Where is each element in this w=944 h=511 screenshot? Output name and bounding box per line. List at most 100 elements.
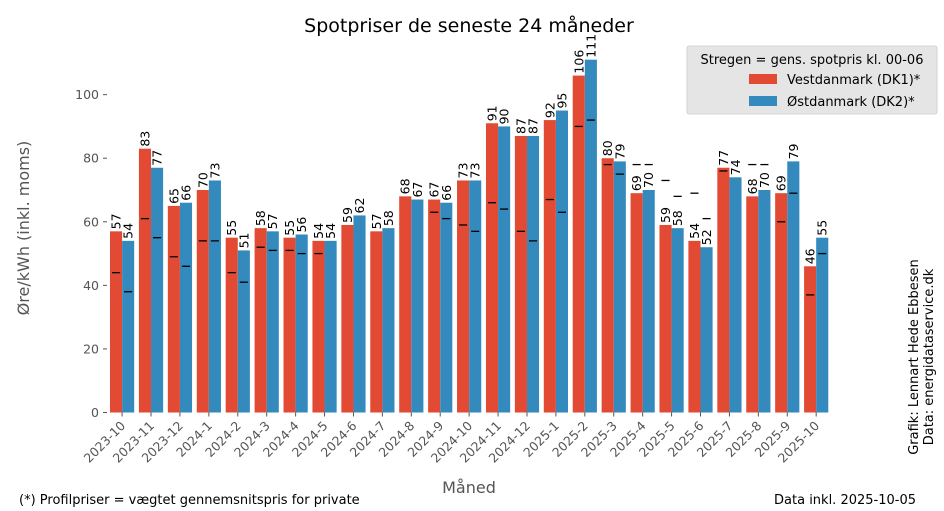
bar-dk2 [526,135,540,413]
bar-value-label: 66 [439,185,454,201]
y-tick-label: 60 [83,214,99,229]
bar-value-label: 65 [166,188,181,204]
bar-value-label: 51 [236,232,251,248]
bar-value-label: 79 [786,143,801,159]
bar-value-label: 67 [410,182,425,198]
bar-value-label: 67 [427,182,442,198]
bar-dk2 [237,250,250,413]
bar-value-label: 57 [369,213,384,229]
bar-dk2 [555,110,568,413]
bar-dk1 [457,180,470,413]
bar-dk1 [196,190,209,413]
bar-value-label: 52 [699,229,714,245]
bar-value-label: 83 [137,131,152,147]
bar-dk1 [746,196,759,413]
bar-value-label: 59 [658,207,673,223]
bar-dk2 [266,231,279,413]
bar-dk1 [775,193,788,413]
bar-value-label: 70 [757,172,772,188]
bar-dk1 [225,237,238,413]
bar-dk1 [804,266,817,413]
bar-value-label: 87 [513,118,528,134]
legend-label-dk2: Østdanmark (DK2)* [787,95,915,110]
bar-dk2 [411,199,424,413]
bar-value-label: 58 [253,210,268,226]
bar-dk2 [179,202,193,413]
bar-value-label: 58 [670,210,685,226]
night-price-lines-layer [112,119,827,296]
bar-value-label: 73 [468,163,483,179]
bar-value-label: 69 [774,175,789,191]
bar-dk2 [642,190,655,413]
bar-dk2 [208,180,221,413]
bar-value-label: 57 [265,213,280,229]
bar-dk1 [110,231,123,413]
bar-dk1 [572,75,585,413]
bar-dk2 [469,180,482,413]
bar-dk2 [671,228,684,413]
bar-dk2 [151,167,164,413]
bar-value-label: 106 [571,50,586,74]
bar-dk2 [382,228,395,413]
bar-dk2 [816,237,829,413]
bar-value-label: 69 [629,175,644,191]
bar-value-label: 77 [716,150,731,166]
bar-value-label: 73 [456,163,471,179]
legend-title: Stregen = gens. spotpris kl. 00-06 [701,53,924,68]
bar-value-label: 111 [583,34,598,58]
bar-value-label: 79 [612,143,627,159]
x-axis-label: Måned [442,478,496,497]
bar-dk1 [254,228,267,413]
bar-value-label: 73 [207,163,222,179]
bar-dk2 [498,126,511,413]
footnote: (*) Profilpriser = vægtet gennemsnitspri… [19,493,360,508]
bar-value-label: 55 [282,220,297,236]
bar-value-label: 66 [178,185,193,201]
bar-value-label: 59 [340,207,355,223]
bar-value-label: 95 [554,93,569,109]
bar-dk1 [514,135,527,413]
bar-dk1 [341,224,354,413]
bar-dk1 [283,237,296,413]
bar-dk2 [353,215,366,413]
bar-dk1 [167,205,180,413]
bar-dk2 [729,177,742,413]
bars-layer [110,59,829,413]
bar-dk1 [543,120,556,413]
bar-dk2 [122,240,135,413]
bar-value-label: 87 [526,118,541,134]
bar-value-label: 56 [294,217,309,233]
bar-dk2 [700,247,713,413]
y-tick-label: 0 [91,405,99,420]
y-tick-label: 40 [83,278,99,293]
bar-dk1 [399,196,412,413]
bar-value-label: 55 [224,220,239,236]
legend-swatch-dk1 [749,74,777,84]
legend: Stregen = gens. spotpris kl. 00-06 Vestd… [686,45,938,115]
legend-swatch-dk2 [749,96,777,106]
bar-value-label: 77 [150,150,165,166]
bar-dk1 [370,231,383,413]
bar-value-label: 46 [803,248,818,264]
bar-value-label: 54 [687,223,702,239]
bar-dk1 [601,158,614,413]
data-date: Data inkl. 2025-10-05 [774,493,916,508]
y-axis: 0 20 40 60 80 100 [75,87,107,420]
legend-label-dk1: Vestdanmark (DK1)* [787,73,921,88]
bar-value-label: 70 [195,172,210,188]
bar-dk1 [312,240,325,413]
bar-value-label: 57 [109,213,124,229]
bar-value-label: 92 [542,102,557,118]
bar-dk2 [584,59,597,413]
y-tick-label: 80 [83,151,99,166]
y-axis-label: Øre/kWh (inkl. moms) [14,141,33,316]
bar-value-label: 68 [745,178,760,194]
bar-dk1 [138,148,152,413]
bar-dk2 [613,161,626,413]
credit-source: Data: energidataservice.dk [922,268,937,445]
bar-value-label: 70 [641,172,656,188]
bar-value-label: 55 [815,220,830,236]
chart-title: Spotpriser de seneste 24 måneder [304,14,634,37]
